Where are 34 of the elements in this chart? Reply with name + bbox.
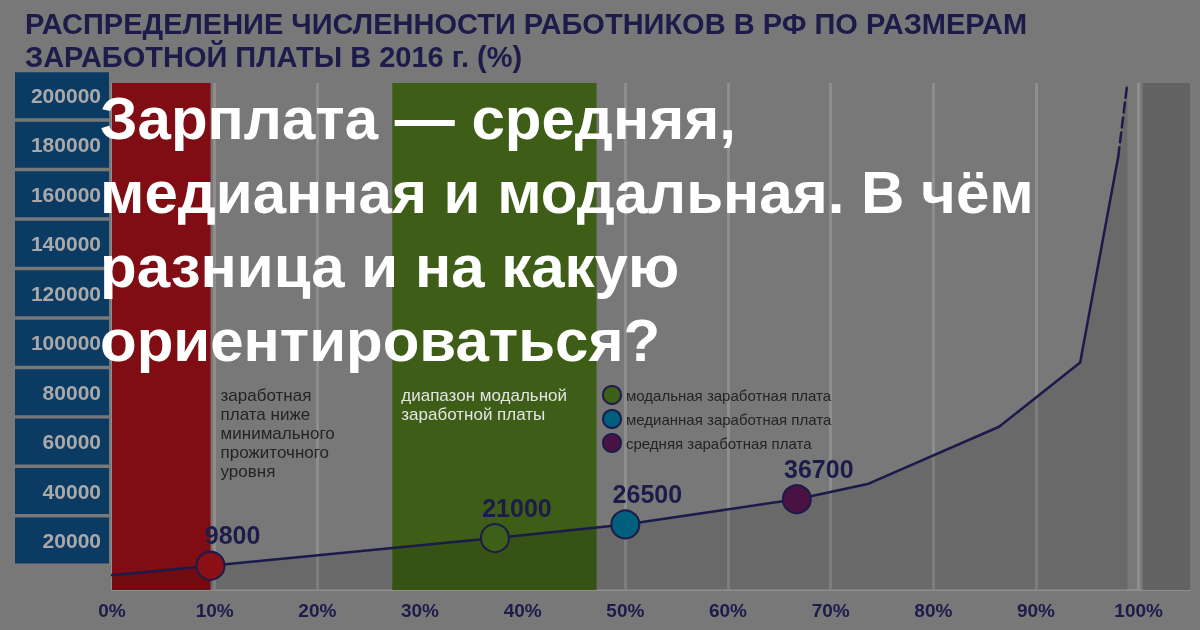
chart-title: РАСПРЕДЕЛЕНИЕ ЧИСЛЕННОСТИ РАБОТНИКОВ В РФ ПО РАЗМЕРАМ ЗАРАБОТНОЙ ПЛАТЫ В 2016 г. (%) xyxy=(25,7,1028,73)
data-label: 36700 xyxy=(784,454,854,483)
y-tick-label: 80000 xyxy=(42,380,101,404)
point xyxy=(610,509,641,540)
point xyxy=(781,484,812,515)
band-label: диапазон модальной заработной платы xyxy=(401,386,568,425)
legend-label: средняя заработная плата xyxy=(626,434,813,452)
x-tick-label: 100% xyxy=(1114,600,1164,621)
y-tick-label: 100000 xyxy=(30,331,101,355)
legend-label: модальная заработная плата xyxy=(626,386,832,404)
x-tick-label: 30% xyxy=(400,600,440,621)
y-tick-label: 40000 xyxy=(42,479,101,503)
data-label: 21000 xyxy=(482,493,552,522)
x-tick-label: 90% xyxy=(1016,600,1056,621)
x-tick-label: 40% xyxy=(503,600,542,621)
x-tick-label: 60% xyxy=(708,600,748,621)
legend-label: медианная заработная плата xyxy=(626,410,832,428)
y-tick-label: 60000 xyxy=(42,430,101,454)
y-tick-label: 140000 xyxy=(30,232,101,256)
y-tick-label: 120000 xyxy=(30,281,101,305)
x-tick-label: 0% xyxy=(98,600,126,621)
point xyxy=(195,550,226,581)
point xyxy=(479,523,510,554)
data-label: 26500 xyxy=(612,479,683,508)
x-tick-label: 10% xyxy=(195,600,234,621)
y-tick-label: 200000 xyxy=(30,83,101,107)
y-tick-label: 160000 xyxy=(30,182,101,206)
x-tick-label: 70% xyxy=(811,600,850,621)
y-tick-label: 180000 xyxy=(30,133,101,157)
y-tick-label: 20000 xyxy=(42,529,101,553)
x-tick-label: 50% xyxy=(606,600,645,621)
band-label: заработная плата ниже минимального прожиточного уровня xyxy=(220,386,335,482)
x-tick-label: 80% xyxy=(914,600,953,621)
x-tick-label: 20% xyxy=(298,600,337,621)
